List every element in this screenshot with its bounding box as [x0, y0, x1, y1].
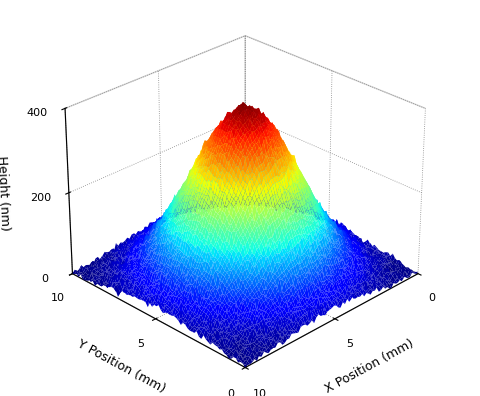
X-axis label: X Position (mm): X Position (mm): [322, 337, 416, 396]
Y-axis label: Y Position (mm): Y Position (mm): [75, 337, 168, 396]
